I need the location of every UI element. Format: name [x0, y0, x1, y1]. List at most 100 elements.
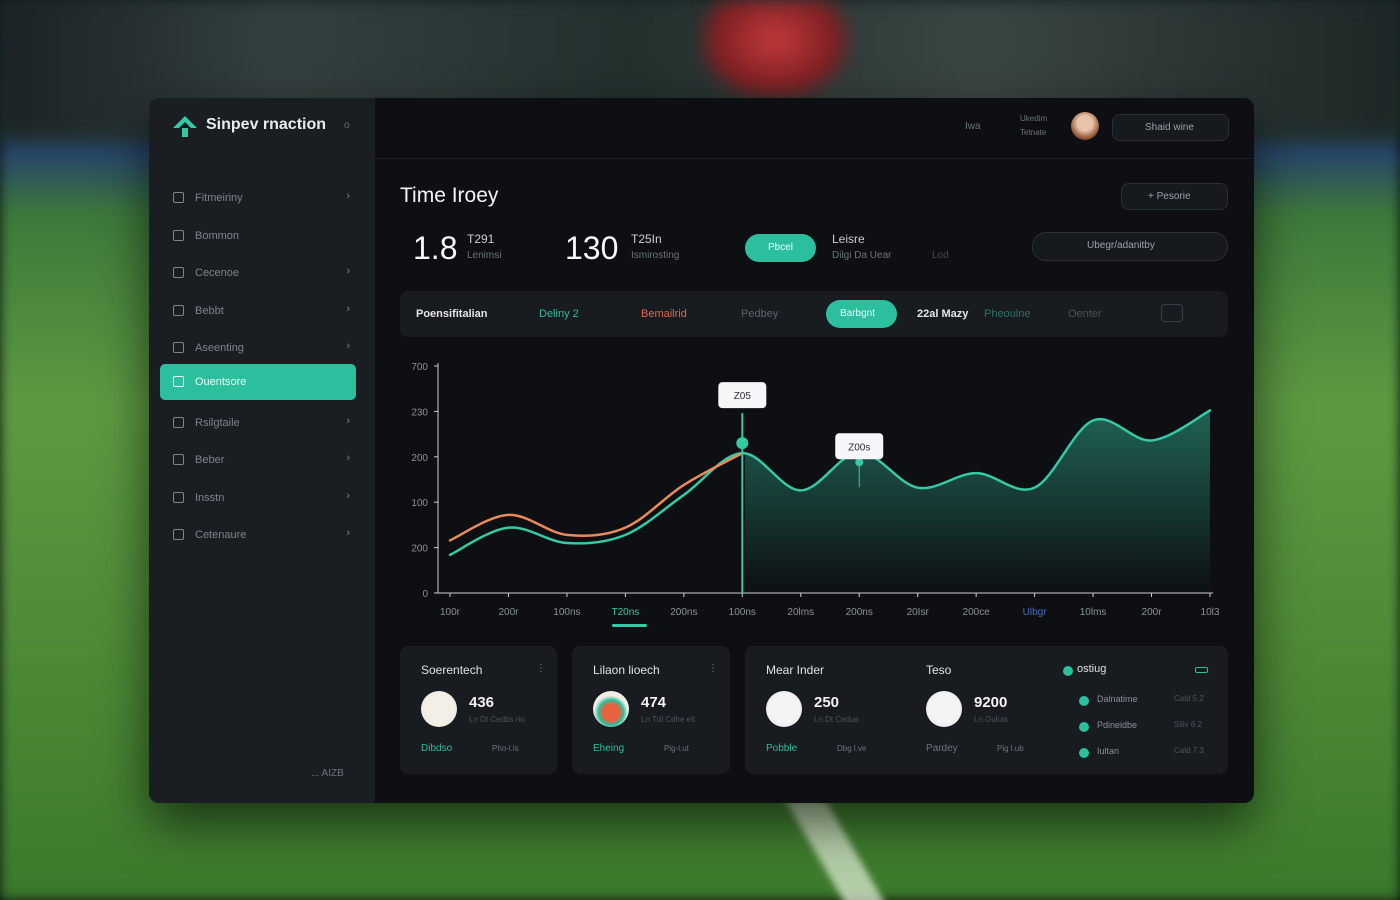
y-tick-label: 100: [411, 498, 428, 509]
nav-chevron: ›: [346, 527, 350, 539]
stat-top: T291: [467, 232, 495, 246]
search-box[interactable]: Ubegr/adanitby: [1032, 232, 1228, 261]
nav-item[interactable]: Cetenaure ›: [160, 517, 356, 553]
tab[interactable]: Pheoulne: [984, 308, 1031, 320]
card-foot: Pobble: [766, 743, 798, 754]
card-sub: Ln Ouluis: [974, 715, 1008, 724]
x-tick-label: 10lms: [1080, 607, 1107, 618]
tab-active[interactable]: [826, 300, 897, 328]
nav-chevron: ›: [346, 415, 350, 427]
x-tick-label: 200ce: [963, 607, 991, 618]
nav-label: Beber: [195, 454, 225, 466]
nav-item[interactable]: Rsilgtaile ›: [160, 405, 356, 441]
nav-chevron: ›: [346, 490, 350, 502]
x-tick-label: 20lms: [787, 607, 814, 618]
card-menu[interactable]: ⋮: [536, 663, 546, 674]
status-item-value: Cald 7.3: [1174, 746, 1204, 755]
action-button[interactable]: + Pesorie: [1121, 183, 1228, 210]
card: Soerentech 436 Ln Dt Cedbs rio Dibdso Pho-l.…: [400, 646, 557, 774]
page-title: Time Iroey: [400, 184, 499, 207]
status-item-value: Siliv 6.2: [1174, 720, 1203, 729]
tab[interactable]: Pedbey: [741, 308, 779, 320]
nav-item[interactable]: Beber ›: [160, 442, 356, 478]
stat-bottom: Lenimsi: [467, 250, 502, 261]
x-tick-label: 200r: [1142, 607, 1163, 618]
dashboard: Sinpev rnaction o ... AIZB Fitmeiriny › Bo…: [149, 98, 1254, 803]
nav-item[interactable]: Bebbt ›: [160, 293, 356, 329]
nav-label: Fitmeiriny: [195, 192, 243, 204]
header-link[interactable]: Iwa: [965, 121, 981, 132]
card: Lilaon lioech 474 Ln Tdl Cdhe elt Eheing Pig…: [572, 646, 730, 774]
status-title: ostiug: [1077, 663, 1107, 675]
info-title: Leisre: [832, 232, 865, 246]
tab-control[interactable]: [1161, 304, 1183, 322]
status-item-name: Dalnatime: [1097, 694, 1138, 704]
card-foot2: Dbg l.ve: [837, 744, 867, 753]
card-sub: Ln Dt Cedbs rio: [469, 715, 525, 724]
card-title: Soerentech: [421, 663, 483, 677]
nav-icon: [173, 192, 184, 203]
tab[interactable]: Oenter: [1068, 308, 1102, 320]
y-tick-label: 0: [422, 589, 428, 600]
nav-label: Insstn: [195, 492, 225, 504]
nav-item[interactable]: Bommon: [160, 218, 356, 254]
point: [736, 437, 749, 450]
stat-value: 130: [565, 230, 619, 266]
card-icon: [421, 691, 457, 727]
brand-dot: o: [344, 120, 350, 131]
user-top: Ukedim: [1020, 114, 1048, 123]
nav-label: Ouentsore: [195, 376, 247, 388]
nav-label: Bebbt: [195, 305, 224, 317]
status-item-name: Iultan: [1097, 746, 1120, 756]
card: Mear Inder 250 Ln Dt Cedus Pobble Dbg l.ve Te…: [745, 646, 1228, 774]
card-foot2: Pig-l.ut: [664, 744, 689, 753]
nav-item[interactable]: Fitmeiriny ›: [160, 180, 356, 216]
tab[interactable]: Barbgnt: [840, 308, 876, 319]
x-tick-label: 100ns: [729, 607, 756, 618]
nav-chevron: ›: [346, 303, 350, 315]
header-divider: [375, 158, 1254, 159]
card-menu[interactable]: ⋮: [708, 663, 718, 674]
tab[interactable]: Bemailrid: [641, 308, 687, 320]
nav-icon: [173, 267, 184, 278]
nav-icon: [173, 492, 184, 503]
card-icon: [926, 691, 962, 727]
nav-chevron: ›: [346, 265, 350, 277]
tab[interactable]: 22al Mazy: [917, 308, 969, 320]
status-menu[interactable]: [1195, 667, 1208, 673]
x-tick-label: 10l3: [1201, 607, 1220, 618]
card-value: 250: [814, 694, 840, 711]
card-foot2: Pig l.ub: [997, 744, 1024, 753]
nav-icon: [173, 230, 184, 241]
logo: [173, 116, 197, 137]
status-item-value: Cald 5.2: [1174, 694, 1204, 703]
card-sub: Ln Dt Cedus: [814, 715, 859, 724]
status-item-name: Pdineidbe: [1097, 720, 1138, 730]
status-item-dot: [1079, 722, 1089, 732]
y-tick-label: 230: [411, 407, 428, 418]
tab[interactable]: Poensifitalian: [416, 308, 488, 320]
nav-icon: [173, 454, 184, 465]
tab[interactable]: Deliny 2: [539, 308, 579, 320]
nav-chevron: ›: [346, 340, 350, 352]
sidebar-footer: ... AIZB: [311, 768, 344, 779]
x-tick-label: 100r: [440, 607, 461, 618]
nav-item[interactable]: Cecenoe ›: [160, 255, 356, 291]
y-tick-label: 200: [411, 544, 428, 555]
avatar[interactable]: [1071, 112, 1099, 140]
pill-button[interactable]: Pbcel: [745, 234, 816, 262]
header-button[interactable]: Shaid wine: [1112, 114, 1229, 141]
background-player: [700, 0, 850, 100]
y-tick-label: 200: [411, 453, 428, 464]
card-title: Teso: [926, 663, 952, 677]
nav-label: Aseenting: [195, 342, 244, 354]
nav-item[interactable]: Ouentsore: [160, 364, 356, 400]
nav-label: Rsilgtaile: [195, 417, 240, 429]
nav-item[interactable]: Aseenting ›: [160, 330, 356, 366]
active-category-underline: [612, 624, 647, 627]
x-tick-label: Ulbgr: [1023, 607, 1048, 618]
user-bottom: Tetnate: [1020, 128, 1047, 137]
nav-item[interactable]: Insstn ›: [160, 480, 356, 516]
stat-bottom: Ismirosting: [631, 250, 680, 261]
